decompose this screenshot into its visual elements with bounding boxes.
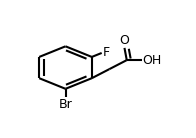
Text: OH: OH [142,54,162,67]
Text: Br: Br [59,98,72,111]
Text: O: O [119,34,129,47]
Text: F: F [103,46,110,59]
